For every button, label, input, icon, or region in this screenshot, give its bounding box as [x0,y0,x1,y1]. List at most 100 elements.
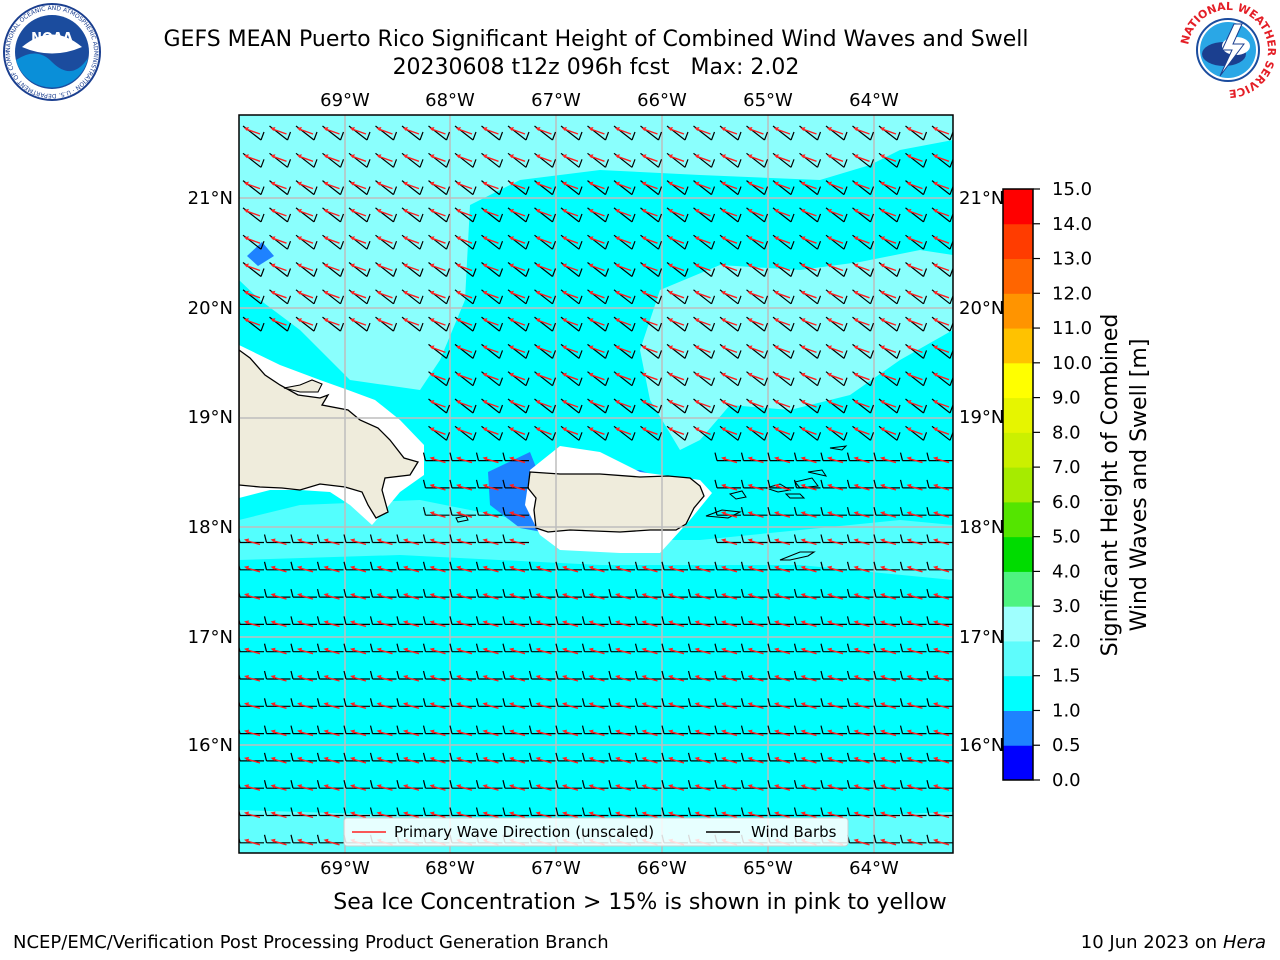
vector-glyph [772,207,795,223]
vector-glyph [899,561,927,573]
vector-glyph [846,588,874,600]
vector-glyph [454,425,477,441]
colorbar-tick-label: 14.0 [1052,214,1092,235]
vector-glyph [608,807,635,819]
colorbar-segment [1003,223,1033,260]
vector-glyph [767,725,794,737]
vector-glyph [693,425,716,441]
vector-glyph [634,807,662,819]
vector-glyph [449,643,476,655]
vector-glyph [846,643,874,655]
vector-glyph [846,479,874,491]
vector-glyph [740,616,768,628]
vector-glyph [825,316,848,332]
vector-glyph [269,262,292,277]
vector-glyph [481,262,504,277]
vector-glyph [714,616,741,628]
vector-glyph [693,343,716,359]
vector-glyph [608,616,635,628]
vector-glyph [873,452,900,464]
vector-glyph [369,643,397,655]
vector-glyph [401,262,424,277]
vector-glyph [640,152,663,168]
vector-glyph [613,152,636,168]
vector-glyph [269,207,292,223]
vector-glyph [793,807,821,819]
vector-glyph [719,371,742,387]
colorbar-tick-label: 7.0 [1052,457,1081,478]
vector-glyph [926,643,953,655]
vector-glyph [878,152,901,168]
vector-glyph [449,479,476,491]
colorbar-tick-label: 10.0 [1052,353,1092,374]
culebra-island [728,490,747,500]
colorbar [1003,189,1033,781]
vector-glyph [852,180,875,196]
vector-glyph [719,180,742,196]
vector-glyph [926,752,953,764]
vector-glyph [401,125,424,141]
vector-glyph [793,534,821,546]
vector-glyph [931,316,953,332]
vector-glyph [295,152,318,168]
vector-glyph [396,643,423,655]
vector-glyph [746,180,769,196]
vector-glyph [290,561,317,573]
wave-height-zone-low [247,242,274,266]
colorbar-tick-label: 15.0 [1052,179,1092,200]
vector-glyph [931,398,953,414]
vector-glyph [369,534,397,546]
lon-bottom-label: 69°W [320,858,370,879]
vector-glyph [528,807,556,819]
vector-glyph [528,670,556,682]
vector-glyph [719,262,742,277]
vector-glyph [481,343,504,359]
colorbar-frame [1002,188,1034,781]
vector-glyph [820,807,847,819]
vector-glyph [799,343,822,359]
vector-glyph [799,234,822,250]
lat-left-label: 16°N [188,735,233,756]
vector-glyph [852,289,875,305]
vector-glyph [242,262,265,277]
vector-glyph [375,125,398,141]
vector-glyph [719,343,742,359]
vector-glyph [348,152,371,168]
vector-glyph [343,588,370,600]
vector-glyph [401,152,424,168]
vector-glyph [693,234,716,250]
vector-glyph [290,752,317,764]
vector-glyph [793,643,821,655]
vector-glyph [767,452,794,464]
vector-glyph [740,507,768,518]
chart-subtitle: 20230608 t12z 096h fcst Max: 2.02 [0,55,1192,80]
vector-glyph [534,343,557,359]
vector-glyph [369,752,397,764]
vector-glyph [687,670,715,682]
nws-logo-icon: NATIONAL WEATHER SERVICE [1178,0,1278,100]
vector-glyph [608,780,635,791]
vector-glyph [422,725,450,737]
vector-glyph [846,616,874,628]
vector-glyph [290,698,317,709]
vector-glyph [905,371,928,387]
vector-glyph [528,561,556,573]
vector-glyph [666,398,689,414]
vector-glyph [693,289,716,305]
vector-glyph [369,616,397,628]
vector-glyph [560,343,583,359]
vector-glyph [454,371,477,387]
vector-glyph [449,616,476,628]
footer-branch: NCEP/EMC/Verification Post Processing Pr… [13,932,609,953]
vector-glyph [634,780,662,791]
vector-glyph [767,780,794,791]
colorbar-tick-label: 5.0 [1052,527,1081,548]
vector-glyph [878,398,901,414]
samana-peninsula [283,379,323,393]
vector-glyph [852,125,875,141]
vector-glyph [926,507,953,518]
vector-glyph [375,289,398,305]
vector-glyph [740,780,768,791]
chart-title: GEFS MEAN Puerto Rico Significant Height… [163,27,1029,52]
vector-glyph [316,534,344,546]
